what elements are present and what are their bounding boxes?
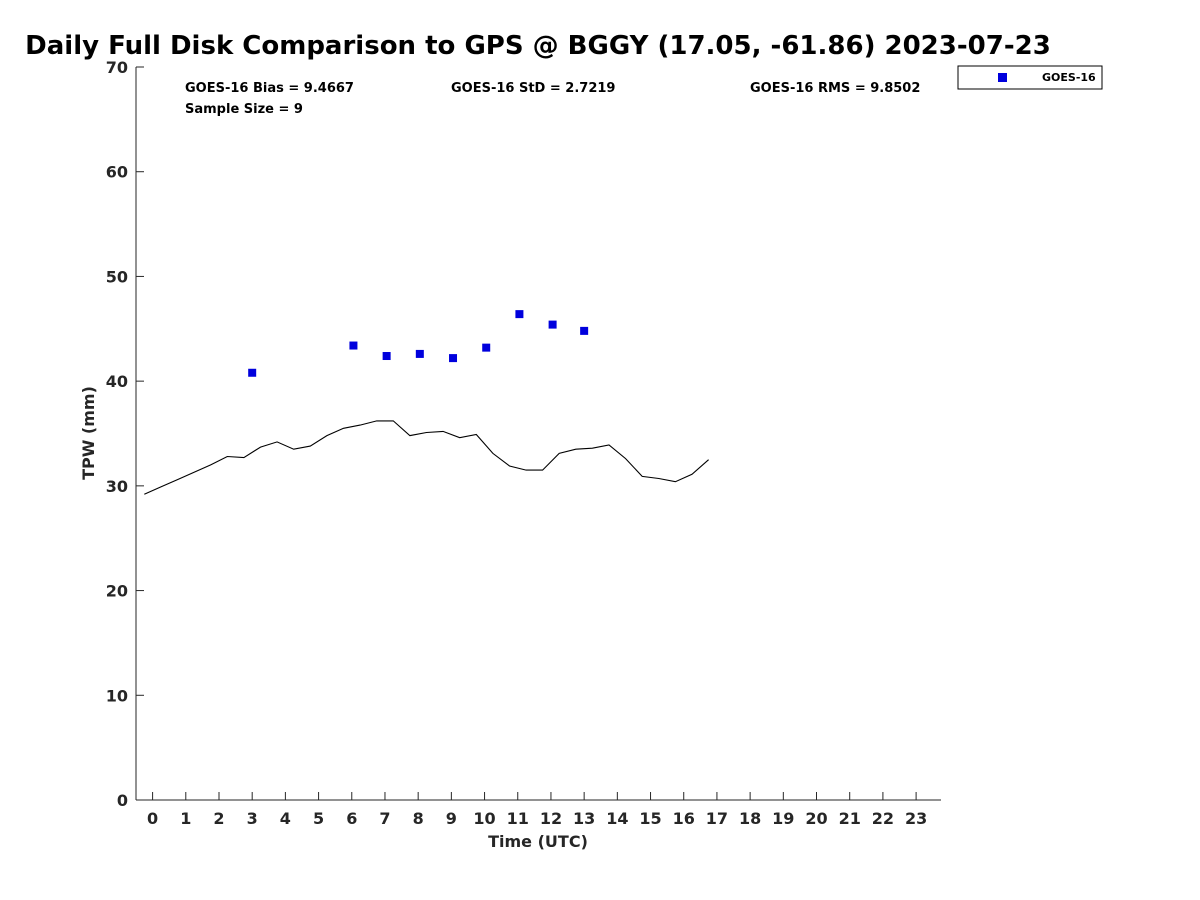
x-tick-label: 14 (606, 809, 628, 828)
x-tick-label: 20 (805, 809, 827, 828)
goes-16-point (482, 343, 491, 352)
x-tick-label: 17 (706, 809, 728, 828)
y-tick-label: 60 (106, 163, 128, 182)
x-tick-label: 4 (280, 809, 291, 828)
legend-marker-goes-16 (998, 73, 1007, 82)
x-tick-label: 6 (346, 809, 357, 828)
legend-label-goes-16: GOES-16 (1042, 71, 1096, 84)
x-tick-label: 7 (379, 809, 390, 828)
goes-16-point (515, 310, 524, 319)
y-tick-label: 10 (106, 686, 128, 705)
goes-16-point (449, 354, 458, 363)
std-annotation: GOES-16 StD = 2.7219 (451, 81, 615, 96)
y-tick-label: 0 (117, 791, 128, 810)
y-axis-label: TPW (mm) (79, 386, 98, 480)
y-axis-ticks: 0 10 20 30 40 50 60 70 (106, 58, 144, 810)
x-tick-label: 18 (739, 809, 761, 828)
goes-16-point (248, 368, 257, 377)
goes-16-point (415, 349, 424, 358)
x-tick-label: 16 (673, 809, 695, 828)
x-tick-label: 19 (772, 809, 794, 828)
chart-title: Daily Full Disk Comparison to GPS @ BGGY… (25, 31, 1051, 61)
y-tick-label: 30 (106, 477, 128, 496)
legend-box (957, 65, 1103, 90)
bias-annotation: GOES-16 Bias = 9.4667 (185, 81, 354, 96)
y-tick-label: 70 (106, 58, 128, 77)
x-tick-label: 13 (573, 809, 595, 828)
sample-size-annotation: Sample Size = 9 (185, 102, 303, 117)
stats-annotations: GOES-16 Bias = 9.4667 GOES-16 StD = 2.72… (185, 81, 920, 117)
x-tick-label: 5 (313, 809, 324, 828)
goes-16-point (382, 352, 391, 361)
goes-16-point (349, 341, 358, 350)
x-tick-label: 0 (147, 809, 158, 828)
x-tick-label: 9 (446, 809, 457, 828)
rms-annotation: GOES-16 RMS = 9.8502 (750, 81, 920, 96)
x-tick-label: 10 (473, 809, 495, 828)
x-tick-label: 1 (180, 809, 191, 828)
axes (135, 67, 941, 801)
x-tick-label: 3 (247, 809, 258, 828)
x-tick-label: 22 (872, 809, 894, 828)
gps-tpw-line (144, 420, 709, 495)
x-tick-label: 15 (639, 809, 661, 828)
legend: GOES-16 (957, 65, 1103, 90)
x-tick-label: 21 (839, 809, 861, 828)
goes-16-point (548, 320, 557, 329)
x-tick-label: 12 (540, 809, 562, 828)
x-tick-label: 11 (507, 809, 529, 828)
x-tick-label: 23 (905, 809, 927, 828)
goes-16-point (580, 326, 589, 335)
x-axis-ticks: 0 1 2 3 4 5 6 7 8 9 10 11 12 13 14 15 16 17 18 19 20 21 22 23 (147, 792, 927, 828)
x-tick-label: 2 (213, 809, 224, 828)
x-axis-label: Time (UTC) (488, 832, 588, 851)
x-tick-label: 8 (413, 809, 424, 828)
y-tick-label: 20 (106, 582, 128, 601)
plot-area (144, 310, 709, 495)
y-tick-label: 40 (106, 372, 128, 391)
y-tick-label: 50 (106, 267, 128, 286)
